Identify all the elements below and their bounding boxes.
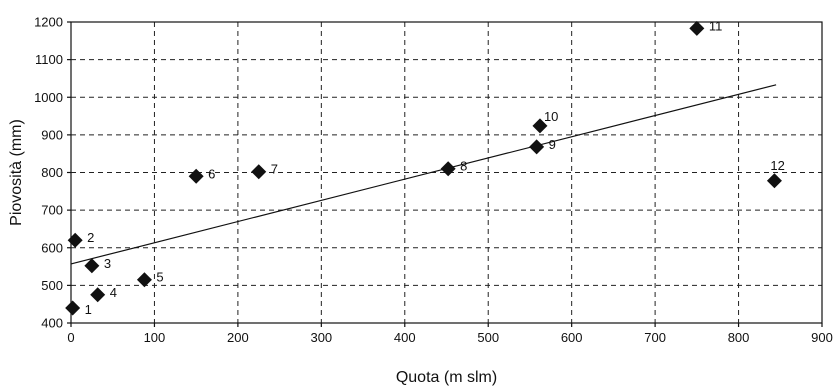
y-axis-title: Piovosità (mm): [8, 119, 25, 226]
x-tick-label: 700: [644, 330, 666, 345]
x-axis-title: Quota (m slm): [396, 369, 497, 386]
grid-lines: [71, 22, 822, 323]
x-tick-label: 400: [394, 330, 416, 345]
data-point-label: 9: [549, 137, 556, 152]
x-tick-label: 500: [477, 330, 499, 345]
y-tick-label: 700: [41, 203, 63, 218]
x-tick-label: 0: [67, 330, 74, 345]
data-point-marker: [84, 258, 100, 274]
trendline-layer: [70, 84, 777, 265]
y-tick-label: 1200: [34, 15, 63, 30]
x-tick-label: 300: [310, 330, 332, 345]
data-point-marker: [532, 118, 548, 134]
data-point-marker: [689, 20, 705, 36]
data-point-marker: [67, 232, 83, 248]
data-point-label: 12: [770, 158, 784, 173]
y-tick-label: 1100: [35, 52, 63, 67]
y-tick-label: 600: [41, 240, 63, 255]
data-point-label: 4: [110, 285, 117, 300]
y-tick-label: 900: [41, 127, 63, 142]
data-point-marker: [65, 300, 81, 316]
x-tick-label: 100: [144, 330, 166, 345]
y-axis-ticks: 400 500 600 700 800 900 1000 1100 1200: [34, 15, 71, 331]
data-point-marker: [90, 287, 106, 303]
data-point-marker: [188, 168, 204, 184]
y-tick-label: 1000: [34, 90, 63, 105]
data-point-marker: [440, 161, 456, 177]
data-point-marker: [251, 164, 267, 180]
data-point-label: 3: [104, 256, 111, 271]
x-tick-label: 200: [227, 330, 249, 345]
x-axis-ticks: 0 100 200 300 400 500 600 700 800 900: [67, 323, 833, 345]
data-point-marker: [136, 272, 152, 288]
data-point-label: 2: [87, 230, 94, 245]
data-point-label: 1: [85, 302, 92, 317]
y-tick-label: 800: [41, 165, 63, 180]
x-tick-label: 800: [728, 330, 750, 345]
data-point-label: 8: [460, 159, 467, 174]
data-point-marker: [529, 139, 545, 155]
data-point-marker: [766, 173, 782, 189]
y-tick-label: 400: [41, 316, 63, 331]
y-tick-label: 500: [41, 278, 63, 293]
data-point-label: 5: [156, 270, 163, 285]
x-tick-label: 600: [561, 330, 583, 345]
trendline: [70, 84, 777, 265]
data-point-label: 11: [709, 18, 723, 33]
data-point-label: 7: [271, 162, 278, 177]
data-point-label: 10: [544, 109, 558, 124]
data-point-label: 6: [208, 166, 215, 181]
x-tick-label: 900: [811, 330, 833, 345]
